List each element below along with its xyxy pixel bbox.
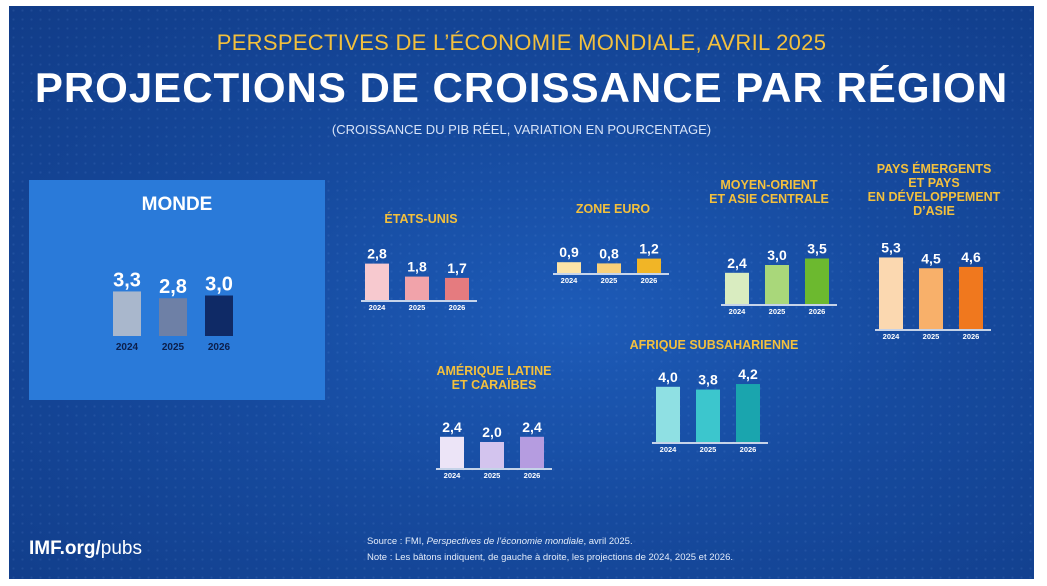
chart-asia: 5,3 2024 4,5 2025 4,6 2026 bbox=[875, 239, 991, 341]
tick-label-mena-2024: 2024 bbox=[729, 307, 747, 316]
value-label-latam-2024: 2,4 bbox=[442, 419, 462, 435]
value-label-ssa-2024: 4,0 bbox=[658, 369, 678, 385]
region-title-mena-line-2: ET ASIE CENTRALE bbox=[709, 192, 829, 206]
bar-latam-2026 bbox=[520, 436, 544, 468]
region-title-asia: PAYS ÉMERGENTS ET PAYS EN DÉVELOPPEMENT … bbox=[859, 162, 1009, 218]
tick-label-mena-2026: 2026 bbox=[809, 307, 826, 316]
bar-ssa-2026 bbox=[736, 384, 760, 442]
imf-brand: IMF.org/pubs bbox=[29, 538, 142, 560]
value-label-latam-2026: 2,4 bbox=[522, 419, 542, 435]
value-label-asia-2026: 4,6 bbox=[961, 249, 981, 265]
units-label: (CROISSANCE DU PIB RÉEL, VARIATION EN PO… bbox=[331, 122, 712, 137]
bar-latam-2024 bbox=[440, 436, 464, 468]
tick-label-world-2025: 2025 bbox=[162, 342, 185, 353]
tick-label-ssa-2024: 2024 bbox=[660, 445, 678, 454]
chart-ssa: 4,0 2024 3,8 2025 4,2 2026 bbox=[652, 366, 768, 454]
bar-world-2024 bbox=[113, 291, 141, 336]
chart-world: 3,3 2024 2,8 2025 3,0 2026 bbox=[113, 269, 233, 353]
value-label-mena-2026: 3,5 bbox=[807, 241, 827, 257]
bar-latam-2025 bbox=[480, 442, 504, 468]
bar-mena-2024 bbox=[725, 272, 749, 304]
tick-label-euro-2024: 2024 bbox=[561, 276, 579, 285]
value-label-world-2026: 3,0 bbox=[205, 274, 233, 296]
brand-bold: IMF.org/ bbox=[29, 538, 101, 559]
chart-latam: 2,4 2024 2,0 2025 2,4 2026 bbox=[436, 419, 552, 480]
page-title: PROJECTIONS DE CROISSANCE PAR RÉGION bbox=[34, 64, 1009, 111]
bar-euro-2024 bbox=[557, 262, 581, 273]
tick-label-latam-2025: 2025 bbox=[484, 471, 501, 480]
report-subtitle: PERSPECTIVES DE L’ÉCONOMIE MONDIALE, AVR… bbox=[216, 30, 827, 55]
bar-us-2024 bbox=[365, 263, 389, 300]
region-title-mena-line-1: MOYEN-ORIENT bbox=[720, 178, 818, 192]
value-label-euro-2025: 0,8 bbox=[599, 245, 619, 261]
region-title-latam: AMÉRIQUE LATINE ET CARAÏBES bbox=[434, 364, 554, 392]
value-label-mena-2025: 3,0 bbox=[767, 247, 787, 263]
value-label-asia-2024: 5,3 bbox=[881, 239, 901, 255]
region-title-mena: MOYEN-ORIENT ET ASIE CENTRALE bbox=[699, 178, 839, 206]
infographic-frame: PERSPECTIVES DE L’ÉCONOMIE MONDIALE, AVR… bbox=[9, 6, 1034, 579]
value-label-us-2025: 1,8 bbox=[407, 259, 427, 275]
bar-ssa-2025 bbox=[696, 389, 720, 442]
bar-euro-2026 bbox=[637, 258, 661, 273]
source-note: Source : FMI, Perspectives de l’économie… bbox=[367, 536, 633, 547]
tick-label-ssa-2026: 2026 bbox=[740, 445, 757, 454]
tick-label-asia-2026: 2026 bbox=[963, 332, 980, 341]
bar-world-2025 bbox=[159, 298, 187, 336]
tick-label-latam-2026: 2026 bbox=[524, 471, 541, 480]
tick-label-world-2026: 2026 bbox=[208, 342, 231, 353]
tick-label-latam-2024: 2024 bbox=[444, 471, 462, 480]
tick-label-us-2025: 2025 bbox=[409, 303, 426, 312]
bar-mena-2026 bbox=[805, 258, 829, 304]
tick-label-asia-2025: 2025 bbox=[923, 332, 940, 341]
tick-label-ssa-2025: 2025 bbox=[700, 445, 717, 454]
value-label-world-2025: 2,8 bbox=[159, 276, 187, 298]
tick-label-us-2024: 2024 bbox=[369, 303, 387, 312]
bar-world-2026 bbox=[205, 295, 233, 336]
tick-label-euro-2025: 2025 bbox=[601, 276, 618, 285]
bar-asia-2026 bbox=[959, 266, 983, 329]
bar-ssa-2024 bbox=[656, 386, 680, 442]
region-title-ssa: AFRIQUE SUBSAHARIENNE bbox=[629, 338, 799, 352]
region-title-asia-line-4: D’ASIE bbox=[913, 204, 955, 218]
region-title-asia-line-3: EN DÉVELOPPEMENT bbox=[867, 190, 1001, 204]
value-label-world-2024: 3,3 bbox=[113, 269, 141, 291]
value-label-euro-2024: 0,9 bbox=[559, 244, 579, 260]
bar-us-2025 bbox=[405, 276, 429, 300]
source-title: Perspectives de l’économie mondiale bbox=[426, 536, 584, 547]
chart-euro: 0,9 2024 0,8 2025 1,2 2026 bbox=[553, 241, 669, 285]
tick-label-mena-2025: 2025 bbox=[769, 307, 786, 316]
region-title-latam-line-2: ET CARAÏBES bbox=[451, 378, 537, 392]
source-prefix: Source : FMI, bbox=[367, 536, 427, 547]
bar-us-2026 bbox=[445, 277, 469, 300]
bar-asia-2024 bbox=[879, 257, 903, 329]
region-title-latam-line-1: AMÉRIQUE LATINE bbox=[436, 364, 552, 378]
footnote: Note : Les bâtons indiquent, de gauche à… bbox=[367, 552, 734, 563]
value-label-us-2024: 2,8 bbox=[367, 246, 387, 262]
tick-label-asia-2024: 2024 bbox=[883, 332, 901, 341]
value-label-euro-2026: 1,2 bbox=[639, 241, 659, 257]
bar-mena-2025 bbox=[765, 265, 789, 304]
world-panel: MONDE 3,3 2024 2,8 2025 3,0 2026 bbox=[29, 180, 325, 400]
region-title-euro: ZONE EURO bbox=[575, 202, 651, 216]
source-suffix: , avril 2025. bbox=[583, 536, 633, 547]
value-label-ssa-2026: 4,2 bbox=[738, 366, 758, 382]
tick-label-euro-2026: 2026 bbox=[641, 276, 658, 285]
tick-label-world-2024: 2024 bbox=[116, 342, 139, 353]
value-label-ssa-2025: 3,8 bbox=[698, 372, 718, 388]
region-title-asia-line-2: ET PAYS bbox=[908, 176, 960, 190]
region-title-us: ÉTATS-UNIS bbox=[384, 212, 458, 226]
chart-us: 2,8 2024 1,8 2025 1,7 2026 bbox=[361, 246, 477, 312]
chart-mena: 2,4 2024 3,0 2025 3,5 2026 bbox=[721, 241, 837, 316]
tick-label-us-2026: 2026 bbox=[449, 303, 466, 312]
bar-euro-2025 bbox=[597, 263, 621, 273]
brand-rest: pubs bbox=[100, 538, 142, 559]
value-label-latam-2025: 2,0 bbox=[482, 424, 502, 440]
bar-asia-2025 bbox=[919, 268, 943, 329]
value-label-us-2026: 1,7 bbox=[447, 260, 467, 276]
value-label-asia-2025: 4,5 bbox=[921, 250, 941, 266]
world-title: MONDE bbox=[141, 194, 213, 215]
region-title-asia-line-1: PAYS ÉMERGENTS bbox=[876, 162, 992, 176]
value-label-mena-2024: 2,4 bbox=[727, 255, 747, 271]
